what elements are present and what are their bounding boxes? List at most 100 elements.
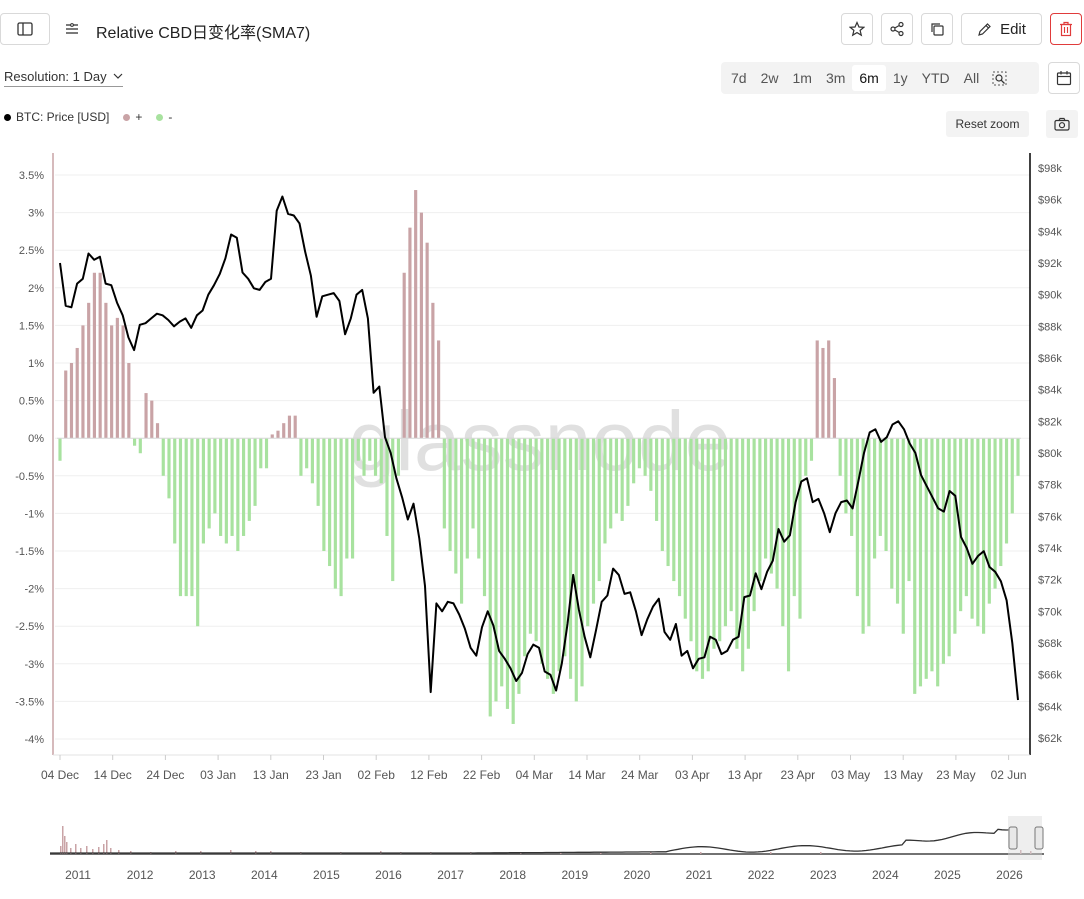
duplicate-button[interactable]	[921, 13, 953, 45]
x-tick-label: 03 May	[831, 768, 870, 782]
cbd-bar	[597, 438, 601, 582]
cbd-bar	[322, 438, 326, 551]
price-series	[59, 195, 1019, 701]
x-tick-label: 13 May	[884, 768, 923, 782]
right-tick-label: $80k	[1038, 448, 1062, 460]
cbd-bar	[477, 438, 481, 559]
right-tick-label: $94k	[1038, 226, 1062, 238]
cbd-bar	[804, 438, 808, 476]
cbd-bar	[350, 438, 355, 559]
cbd-bar	[241, 438, 246, 536]
range-6m[interactable]: 6m	[852, 65, 886, 91]
cbd-bar	[282, 423, 286, 439]
cbd-bar	[959, 438, 963, 612]
legend-swatch-positive	[123, 113, 131, 121]
cbd-bar	[907, 438, 911, 582]
cbd-bar	[505, 438, 510, 709]
cbd-bar	[465, 438, 469, 559]
legend-item-positive[interactable]: +	[123, 110, 142, 124]
navigator-spike	[1020, 850, 1022, 854]
navigator-year-label: 2022	[748, 868, 775, 882]
range-2w[interactable]: 2w	[760, 70, 779, 86]
cbd-bar	[632, 438, 636, 484]
cbd-bar	[110, 325, 114, 439]
cbd-bar	[1004, 438, 1009, 544]
cbd-bar	[98, 272, 102, 439]
cbd-bar	[253, 438, 257, 506]
cbd-bar	[264, 438, 269, 469]
cbd-bar	[316, 438, 320, 506]
cbd-bar	[75, 347, 79, 439]
right-tick-label: $98k	[1038, 163, 1062, 175]
favorite-button[interactable]	[841, 13, 873, 45]
right-tick-label: $72k	[1038, 575, 1062, 587]
legend-item-price[interactable]: BTC: Price [USD]	[4, 110, 109, 124]
cbd-bar	[92, 272, 96, 439]
range-ytd[interactable]: YTD	[921, 70, 950, 86]
sidebar-toggle-button[interactable]	[0, 13, 50, 45]
filter-button[interactable]	[64, 21, 80, 42]
navigator-year-label: 2013	[189, 868, 216, 882]
cbd-bar	[201, 438, 205, 544]
cbd-bar	[723, 438, 728, 627]
filter-icon	[66, 23, 78, 34]
cbd-bar	[373, 438, 378, 476]
cbd-bar	[580, 438, 584, 687]
navigator-handle-left	[1008, 826, 1018, 850]
range-all[interactable]: All	[963, 70, 980, 86]
screenshot-button[interactable]	[1046, 110, 1078, 138]
cbd-bar	[144, 393, 148, 439]
chevron-down-icon	[113, 73, 123, 79]
cbd-bar	[901, 438, 905, 634]
range-3m[interactable]: 3m	[825, 70, 846, 86]
share-icon	[890, 21, 904, 37]
left-tick-label: -0.5%	[15, 471, 44, 483]
left-axis-ticks: 3.5% 3% 2.5% 2% 1.5% 1% 0.5% 0% -0.5% -1% -1.5% -2%…	[15, 170, 44, 746]
right-tick-label: $68k	[1038, 638, 1062, 650]
pencil-icon	[978, 22, 991, 36]
cbd-bar	[729, 438, 733, 612]
right-tick-label: $90k	[1038, 290, 1062, 302]
cbd-bar	[431, 302, 435, 439]
legend-item-negative[interactable]: -	[156, 110, 172, 124]
right-tick-label: $76k	[1038, 511, 1062, 523]
cbd-bar	[310, 438, 314, 484]
x-tick-label: 02 Jun	[991, 768, 1027, 782]
cbd-bar	[1010, 438, 1014, 514]
navigator-spike	[470, 852, 472, 854]
x-tick-label: 14 Mar	[568, 768, 605, 782]
cbd-bar	[643, 438, 647, 476]
trash-icon	[1060, 21, 1072, 37]
cbd-bar	[775, 438, 779, 589]
navigator-spike	[150, 852, 152, 854]
left-tick-label: -1%	[24, 508, 44, 520]
cbd-bar	[511, 438, 515, 724]
edit-button[interactable]: Edit	[961, 13, 1042, 45]
cbd-bar	[517, 438, 521, 694]
calendar-button[interactable]	[1048, 62, 1080, 94]
range-7d[interactable]: 7d	[731, 70, 747, 86]
resolution-select[interactable]: Resolution: 1 Day	[4, 69, 123, 87]
cbd-bar	[718, 438, 722, 642]
cbd-bar	[850, 438, 854, 536]
cbd-bar	[591, 438, 596, 604]
range-1m[interactable]: 1m	[792, 70, 812, 86]
resolution-label: Resolution: 1 Day	[4, 69, 107, 84]
navigator-year-label: 2024	[872, 868, 899, 882]
cbd-bar	[660, 438, 664, 551]
cbd-bar	[471, 438, 475, 529]
delete-button[interactable]	[1050, 13, 1082, 45]
legend-swatch-price	[4, 113, 11, 121]
cbd-bar	[500, 438, 504, 687]
zoom-range-button[interactable]	[986, 65, 1013, 91]
left-tick-label: -4%	[24, 734, 44, 746]
reset-zoom-button[interactable]: Reset zoom	[946, 111, 1029, 137]
navigator-spike	[430, 852, 432, 854]
cbd-bar	[1016, 438, 1020, 476]
navigator-year-label: 2012	[127, 868, 154, 882]
right-axis-ticks: $98k $96k $94k $92k $90k $88k $86k $84k $82k $80k…	[1038, 163, 1062, 745]
copy-icon	[931, 23, 944, 36]
share-button[interactable]	[881, 13, 913, 45]
range-1y[interactable]: 1y	[892, 70, 908, 86]
cbd-bar	[459, 438, 464, 604]
